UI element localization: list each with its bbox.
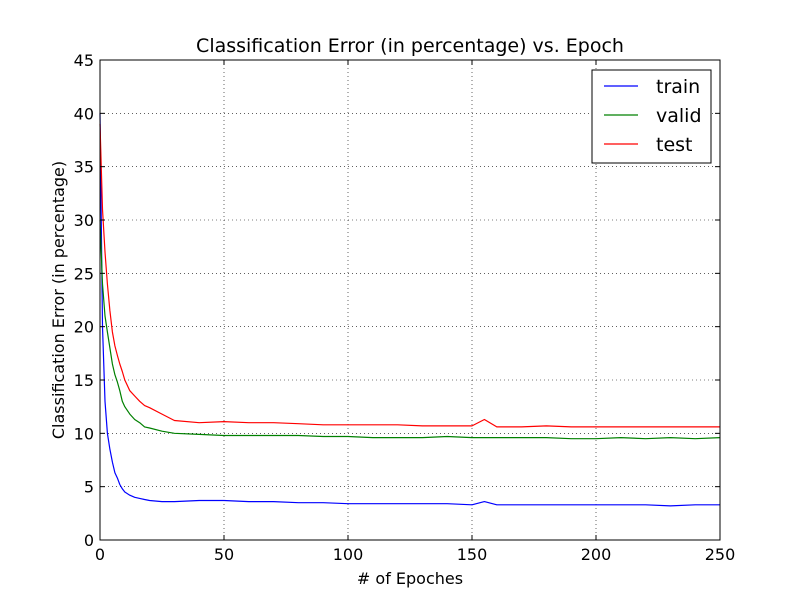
y-axis-label: Classification Error (in percentage) [49, 161, 68, 439]
legend-label-test: test [656, 134, 693, 156]
x-tick-label: 150 [457, 545, 488, 564]
legend-label-valid: valid [656, 105, 702, 127]
y-tick-label: 25 [74, 264, 94, 283]
y-tick-label: 10 [74, 424, 94, 443]
series-line-valid [99, 219, 721, 440]
y-tick-label: 40 [74, 104, 94, 123]
series-line-test [99, 123, 720, 428]
legend: train valid test [591, 69, 712, 164]
legend-label-train: train [656, 76, 700, 98]
series-lines [99, 113, 721, 507]
chart-title: Classification Error (in percentage) vs.… [196, 35, 624, 57]
y-tick-label: 0 [84, 531, 94, 550]
x-tick-label: 250 [705, 545, 736, 564]
y-tick-label: 20 [74, 318, 94, 337]
y-tick-label: 30 [74, 211, 94, 230]
y-tick-label: 5 [84, 478, 94, 497]
y-tick-label: 35 [74, 158, 94, 177]
plot-frame [99, 59, 721, 541]
series-line-train [99, 113, 720, 507]
x-axis-label: # of Epoches [357, 569, 463, 588]
x-tick-label: 0 [95, 545, 105, 564]
x-tick-label: 200 [581, 545, 612, 564]
ticks: 0 50 100 150 200 250 0 5 10 15 20 25 30 35 40 45 [74, 51, 736, 564]
y-tick-label: 45 [74, 51, 94, 70]
y-tick-label: 15 [74, 371, 94, 390]
x-tick-label: 100 [333, 545, 364, 564]
x-tick-label: 50 [214, 545, 234, 564]
